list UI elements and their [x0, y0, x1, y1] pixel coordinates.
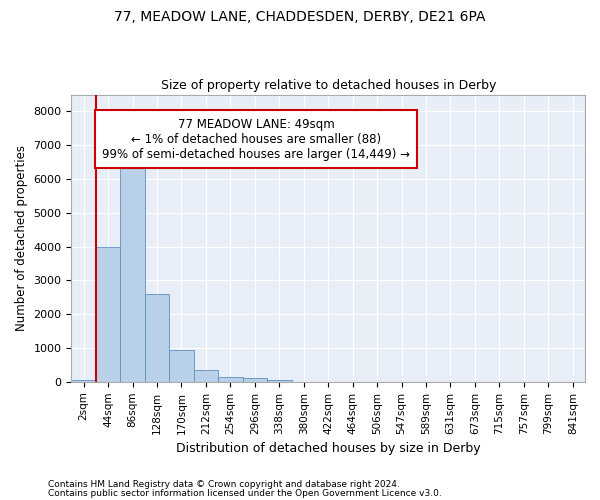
Bar: [169, 350, 194, 382]
X-axis label: Distribution of detached houses by size in Derby: Distribution of detached houses by size …: [176, 442, 481, 455]
Text: Contains HM Land Registry data © Crown copyright and database right 2024.: Contains HM Land Registry data © Crown c…: [48, 480, 400, 489]
Y-axis label: Number of detached properties: Number of detached properties: [15, 145, 28, 331]
Bar: [96, 246, 121, 382]
Text: 77, MEADOW LANE, CHADDESDEN, DERBY, DE21 6PA: 77, MEADOW LANE, CHADDESDEN, DERBY, DE21…: [114, 10, 486, 24]
Text: Contains public sector information licensed under the Open Government Licence v3: Contains public sector information licen…: [48, 488, 442, 498]
Bar: [242, 378, 267, 382]
Bar: [267, 380, 292, 382]
Bar: [121, 159, 145, 382]
Title: Size of property relative to detached houses in Derby: Size of property relative to detached ho…: [161, 79, 496, 92]
Bar: [145, 294, 169, 382]
Text: 77 MEADOW LANE: 49sqm
← 1% of detached houses are smaller (88)
99% of semi-detac: 77 MEADOW LANE: 49sqm ← 1% of detached h…: [102, 118, 410, 160]
Bar: [218, 377, 242, 382]
Bar: [194, 370, 218, 382]
Bar: [71, 380, 96, 382]
